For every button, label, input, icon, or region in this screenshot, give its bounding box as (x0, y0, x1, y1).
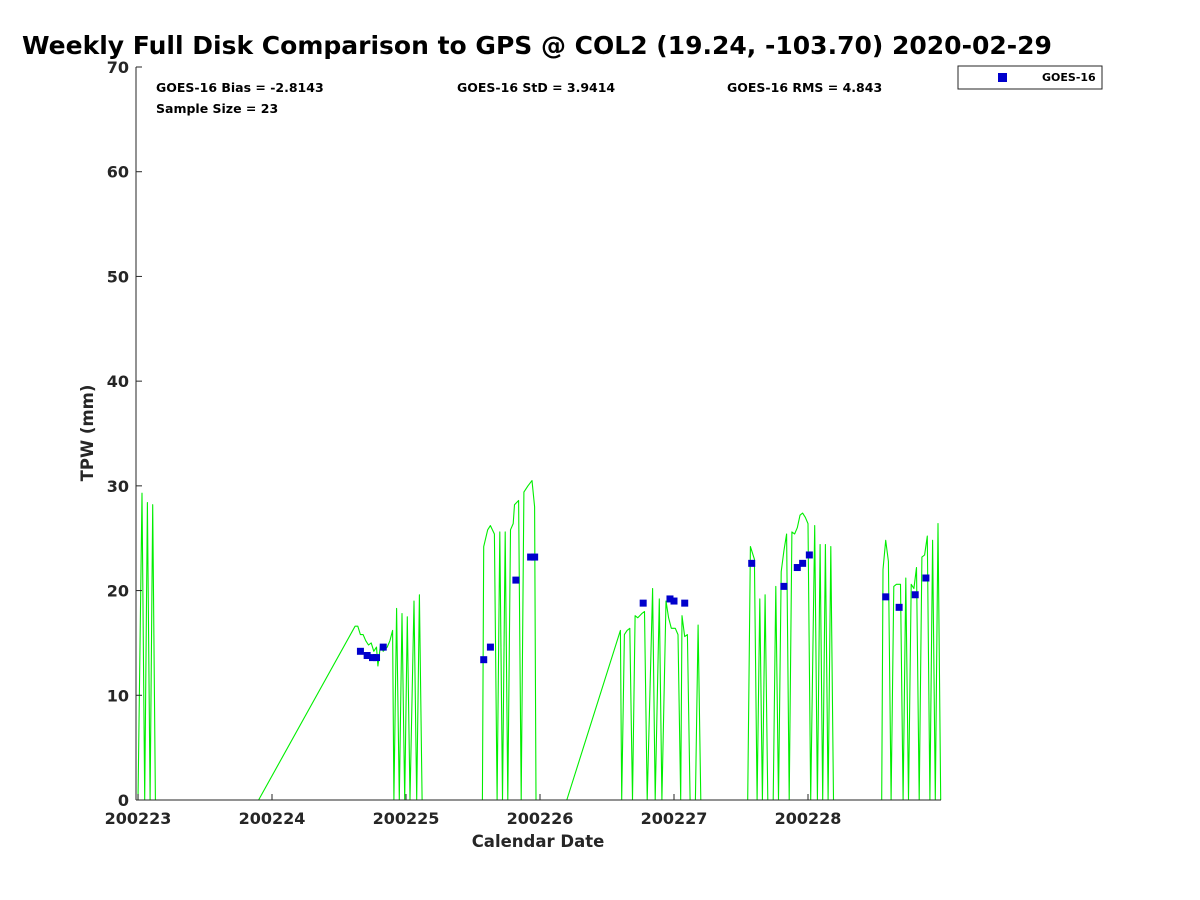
x-axis-label: Calendar Date (472, 832, 605, 851)
bias-stat: GOES-16 Bias = -2.8143 (156, 80, 324, 95)
goes16-point (681, 599, 689, 607)
y-tick-label: 40 (107, 372, 129, 391)
goes16-point (356, 647, 364, 655)
goes16-point (373, 654, 381, 662)
x-tick-label: 200225 (373, 809, 440, 828)
x-ticks: 200223 200224 200225 200226 200227 200228 (105, 794, 842, 828)
y-tick-label: 70 (107, 58, 129, 77)
y-ticks: 0 10 20 30 40 50 60 70 (107, 58, 142, 810)
goes16-point (895, 603, 903, 611)
goes16-point (911, 591, 919, 599)
goes16-point (805, 551, 813, 559)
y-tick-label: 30 (107, 477, 129, 496)
goes16-point (793, 564, 801, 572)
legend-marker (998, 73, 1007, 82)
goes16-point (480, 656, 488, 664)
legend-label: GOES-16 (1042, 71, 1096, 84)
goes16-point (748, 559, 756, 567)
goes16-point (363, 651, 371, 659)
x-tick-label: 200226 (507, 809, 574, 828)
goes16-point (670, 597, 678, 605)
goes16-point (369, 654, 376, 662)
sample-size-stat: Sample Size = 23 (156, 101, 278, 116)
goes16-point (666, 595, 674, 603)
y-axis-label: TPW (mm) (78, 385, 97, 482)
rms-stat: GOES-16 RMS = 4.843 (727, 80, 882, 95)
chart-title: Weekly Full Disk Comparison to GPS @ COL… (22, 31, 1052, 60)
goes16-point (512, 576, 520, 584)
y-tick-label: 0 (118, 791, 129, 810)
goes16-point (799, 559, 807, 567)
goes16-point (882, 593, 890, 601)
goes16-series (356, 551, 930, 664)
y-tick-label: 20 (107, 582, 129, 601)
x-tick-label: 200228 (775, 809, 842, 828)
goes16-point (379, 643, 387, 651)
x-tick-label: 200224 (239, 809, 306, 828)
std-stat: GOES-16 StD = 3.9414 (457, 80, 615, 95)
y-tick-label: 60 (107, 163, 129, 182)
legend: GOES-16 (957, 65, 1103, 90)
goes16-point (531, 553, 539, 561)
goes16-point (780, 582, 788, 590)
x-tick-label: 200223 (105, 809, 172, 828)
plot-area (136, 67, 941, 800)
y-tick-label: 50 (107, 267, 129, 286)
goes16-point (527, 553, 535, 561)
goes16-point (922, 574, 930, 582)
legend-box (957, 65, 1103, 90)
goes16-point (639, 599, 647, 607)
x-tick-label: 200227 (641, 809, 708, 828)
goes16-point (486, 643, 494, 651)
y-tick-label: 10 (107, 686, 129, 705)
